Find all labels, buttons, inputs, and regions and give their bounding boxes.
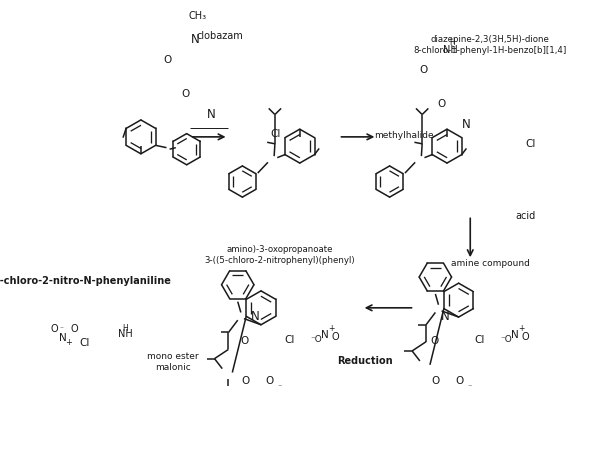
Text: +: + [518, 324, 524, 333]
Text: O: O [431, 335, 439, 345]
Text: O: O [182, 89, 190, 99]
Text: ⁻: ⁻ [468, 382, 472, 391]
Text: mono ester: mono ester [147, 352, 199, 361]
Text: Reduction: Reduction [337, 355, 393, 365]
Text: CH₃: CH₃ [189, 11, 207, 21]
Text: ⁻: ⁻ [60, 324, 64, 333]
Text: methylhalide: methylhalide [374, 131, 434, 140]
Text: NH: NH [118, 328, 133, 338]
Text: ⁻: ⁻ [278, 382, 282, 391]
Text: Cl: Cl [285, 334, 295, 344]
Text: amine compound: amine compound [451, 259, 529, 268]
Text: N: N [191, 33, 199, 46]
Text: N: N [511, 329, 519, 339]
Text: Cl: Cl [526, 139, 536, 149]
Text: 8-chloro-1-phenyl-1H-benzo[b][1,4]: 8-chloro-1-phenyl-1H-benzo[b][1,4] [413, 46, 566, 56]
Text: acid: acid [515, 211, 535, 221]
Text: +: + [328, 324, 334, 333]
Text: N: N [461, 118, 470, 131]
Text: N: N [206, 108, 215, 121]
Text: O: O [50, 324, 58, 333]
Text: Cl: Cl [271, 129, 281, 139]
Text: Cl: Cl [80, 337, 90, 347]
Text: O: O [241, 335, 249, 345]
Text: O: O [437, 99, 445, 109]
Text: diazepine-2,3(3H,5H)-dione: diazepine-2,3(3H,5H)-dione [431, 35, 550, 45]
Text: O: O [164, 55, 172, 65]
Text: ⁻O: ⁻O [500, 335, 512, 344]
Text: NH: NH [443, 45, 457, 55]
Text: N: N [251, 310, 259, 323]
Text: O: O [456, 375, 464, 385]
Text: O: O [70, 324, 78, 333]
Text: O: O [521, 331, 529, 341]
Text: N: N [321, 329, 329, 339]
Text: ⁻O: ⁻O [310, 335, 322, 344]
Text: amino)-3-oxopropanoate: amino)-3-oxopropanoate [227, 245, 333, 254]
Text: O: O [266, 375, 274, 385]
Text: 5-chloro-2-nitro-N-phenylaniline: 5-chloro-2-nitro-N-phenylaniline [0, 275, 171, 285]
Text: +: + [65, 338, 73, 347]
Text: clobazam: clobazam [197, 31, 244, 41]
Text: H: H [449, 38, 455, 47]
Text: O: O [331, 331, 339, 341]
Text: O: O [419, 65, 427, 75]
Text: N: N [440, 310, 449, 323]
Text: O: O [242, 375, 250, 385]
Text: N: N [59, 332, 67, 342]
Text: 3-((5-chloro-2-nitrophenyl)(phenyl): 3-((5-chloro-2-nitrophenyl)(phenyl) [205, 256, 355, 265]
Text: Cl: Cl [475, 334, 485, 344]
Text: O: O [432, 375, 440, 385]
Text: malonic: malonic [155, 363, 191, 372]
Text: H: H [122, 324, 128, 333]
